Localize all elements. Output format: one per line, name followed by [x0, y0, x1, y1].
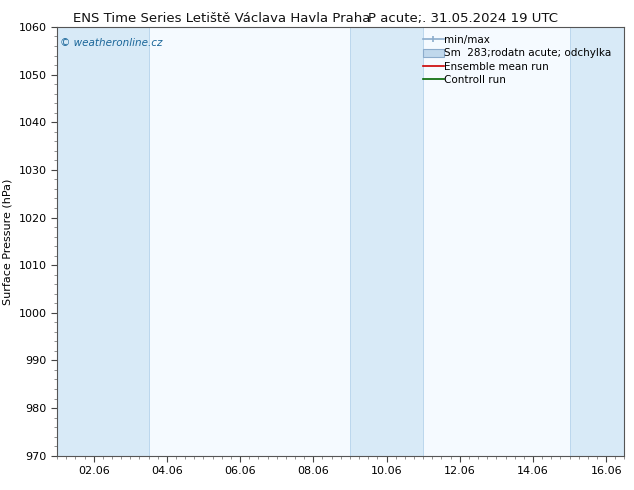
Y-axis label: Surface Pressure (hPa): Surface Pressure (hPa) [3, 178, 13, 304]
Text: P acute;. 31.05.2024 19 UTC: P acute;. 31.05.2024 19 UTC [368, 12, 558, 25]
Bar [569, 27, 624, 456]
Text: © weatheronline.cz: © weatheronline.cz [60, 38, 162, 48]
Legend: min/max, Sm  283;rodatn acute; odchylka, Ensemble mean run, Controll run: min/max, Sm 283;rodatn acute; odchylka, … [420, 32, 619, 88]
Bar [57, 27, 148, 456]
Bar [350, 27, 423, 456]
Text: ENS Time Series Letiště Václava Havla Praha: ENS Time Series Letiště Václava Havla Pr… [73, 12, 371, 25]
